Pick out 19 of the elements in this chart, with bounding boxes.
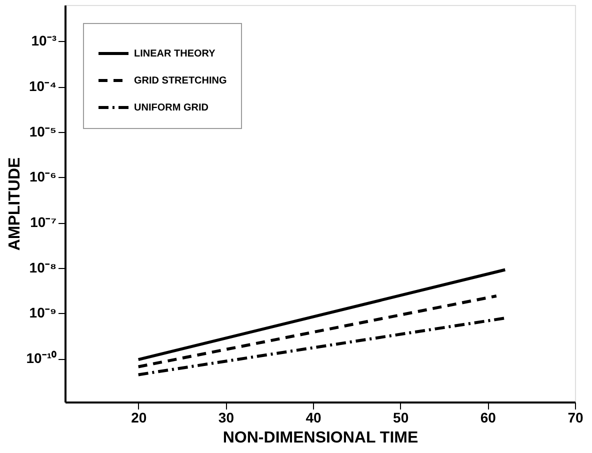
y-tick-label: 10⁻³ [31,32,57,49]
x-tick-label: 40 [306,410,322,426]
x-axis-title: NON-DIMENSIONAL TIME [222,430,418,446]
y-axis-title: AMPLITUDE [6,157,24,251]
y-tick-label: 10⁻⁸ [29,259,56,276]
y-tick-label: 10⁻⁹ [29,304,56,321]
y-tick-label: 10⁻¹⁰ [26,350,56,366]
y-tick-label: 10⁻⁴ [29,78,57,94]
x-tick-label: 60 [480,410,496,426]
y-tick-label: 10⁻⁶ [29,168,56,185]
x-tick-label: 30 [218,410,234,426]
x-tick-label: 50 [393,410,409,426]
legend-label: UNIFORM GRID [134,102,208,114]
y-tick-label: 10⁻⁷ [30,214,57,230]
x-tick-label: 20 [131,410,147,426]
legend-label: LINEAR THEORY [134,48,216,60]
y-tick-label: 10⁻⁵ [29,123,56,140]
legend-label: GRID STRETCHING [134,76,227,86]
x-tick-label: 70 [568,410,584,426]
